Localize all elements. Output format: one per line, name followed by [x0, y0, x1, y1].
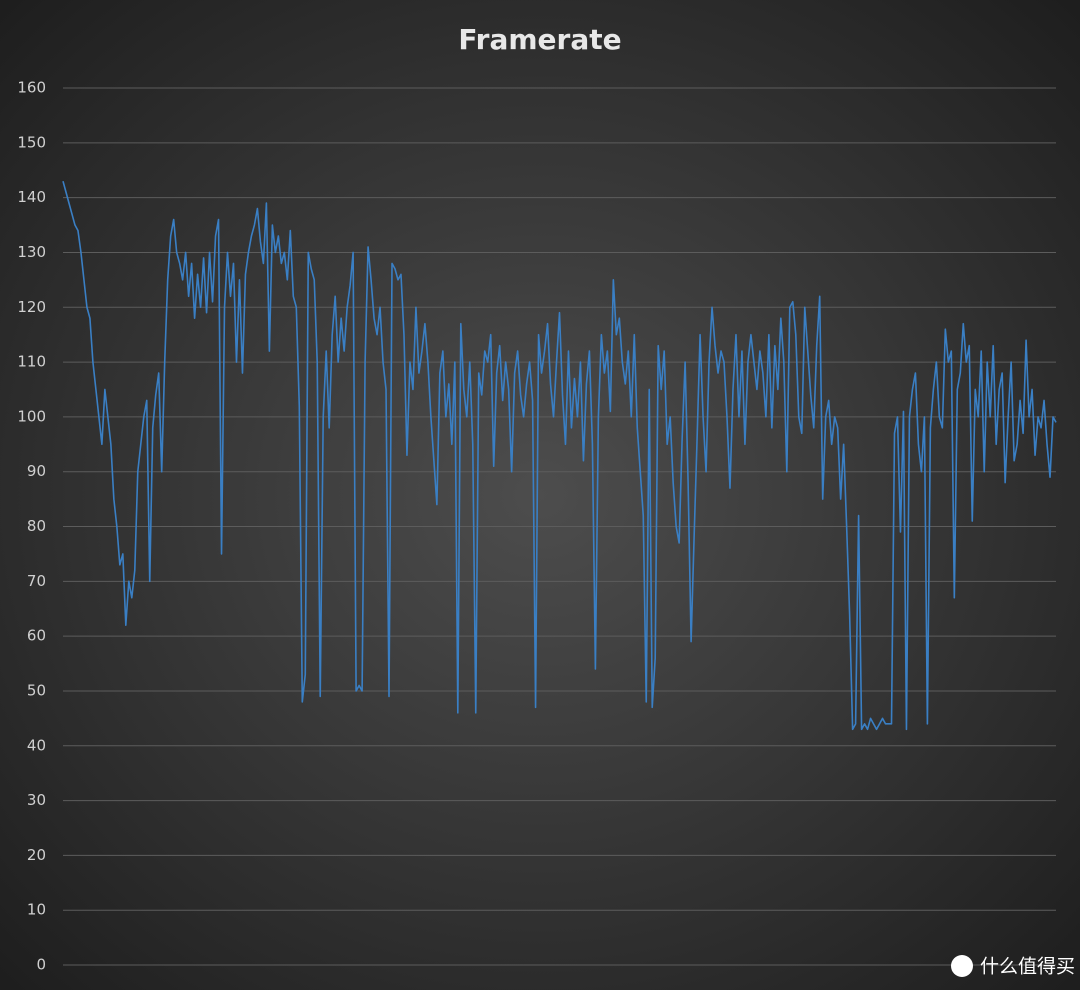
- y-tick-label: 40: [27, 736, 46, 754]
- y-tick-label: 20: [27, 846, 46, 864]
- data-line: [62, 180, 1057, 731]
- y-tick-label: 120: [17, 298, 46, 316]
- y-tick-label: 70: [27, 572, 46, 590]
- y-tick-label: 90: [27, 462, 46, 480]
- y-tick-label: 30: [27, 791, 46, 809]
- y-tick-label: 0: [36, 956, 46, 974]
- watermark-icon: [951, 955, 973, 977]
- y-tick-label: 60: [27, 627, 46, 645]
- y-tick-label: 160: [17, 79, 46, 97]
- watermark: 什么值得买: [980, 956, 1075, 978]
- chart-title: Framerate: [458, 23, 621, 56]
- y-tick-label: 10: [27, 901, 46, 919]
- y-tick-label: 130: [17, 243, 46, 261]
- y-tick-label: 140: [17, 188, 46, 206]
- y-tick-label: 150: [17, 133, 46, 151]
- y-tick-label: 80: [27, 517, 46, 535]
- y-tick-label: 50: [27, 681, 46, 699]
- y-tick-label: 110: [17, 353, 46, 371]
- y-tick-label: 100: [17, 407, 46, 425]
